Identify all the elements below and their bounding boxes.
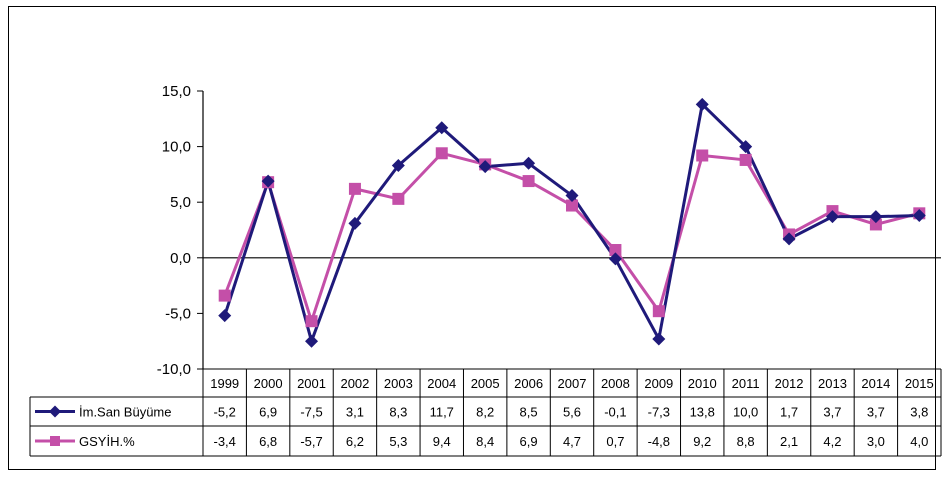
data-point [435, 147, 448, 160]
data-table-cell: 1,7 [780, 405, 798, 420]
data-point [218, 309, 232, 323]
data-point [912, 209, 926, 223]
data-point [522, 156, 536, 170]
data-table-cell: 5,3 [389, 434, 407, 449]
data-point [478, 160, 492, 174]
x-category-label: 2002 [340, 376, 369, 391]
x-category-label: 2015 [905, 376, 934, 391]
data-table-cell: 3,7 [823, 405, 841, 420]
x-category-label: 2009 [644, 376, 673, 391]
data-point [609, 244, 622, 257]
data-point [261, 174, 275, 188]
data-table-cell: 10,0 [733, 405, 758, 420]
data-point [652, 305, 665, 318]
data-table-cell: 11,7 [430, 405, 454, 420]
data-table-cell: 13,8 [690, 405, 715, 420]
data-table-cell: -3,4 [214, 434, 236, 449]
x-category-label: 2006 [514, 376, 543, 391]
y-tick-label: 0,0 [170, 250, 191, 267]
legend-key-marker [49, 405, 61, 418]
data-point [348, 216, 362, 230]
data-point [869, 218, 882, 231]
data-point [825, 210, 839, 224]
data-table-cell: 3,7 [867, 405, 885, 420]
data-table-cell: 9,2 [693, 434, 711, 449]
data-point [305, 315, 318, 328]
x-category-label: 2008 [601, 376, 630, 391]
data-point [218, 289, 231, 302]
series-line [223, 102, 920, 343]
data-point [435, 121, 449, 135]
data-table-cell: 3,8 [910, 405, 928, 420]
y-tick-label: 5,0 [170, 194, 191, 211]
data-table-cell: -5,7 [300, 434, 322, 449]
data-point [739, 153, 752, 166]
data-point [305, 334, 319, 348]
data-point [652, 332, 666, 346]
data-point [782, 232, 796, 246]
data-table-cell: 4,7 [563, 434, 581, 449]
x-category-label: 2013 [818, 376, 847, 391]
data-table-cell: 8,8 [737, 434, 755, 449]
x-category-label: 2004 [427, 376, 456, 391]
legend-key-marker [50, 436, 60, 446]
legend-series-name: İm.San Büyüme [79, 405, 172, 420]
x-category-label: 2003 [384, 376, 413, 391]
data-table-cell: -4,8 [648, 434, 670, 449]
data-point [696, 149, 709, 162]
data-point [565, 189, 579, 203]
x-category-label: 2005 [471, 376, 500, 391]
x-category-label: 2000 [254, 376, 283, 391]
y-tick-label: 10,0 [162, 139, 191, 156]
x-category-label: 2001 [297, 376, 326, 391]
data-point [566, 199, 578, 212]
data-table-cell: 8,4 [476, 434, 494, 449]
data-point [869, 210, 883, 224]
y-tick-label: -5,0 [165, 305, 191, 322]
data-table-cell: 6,9 [259, 405, 277, 420]
data-table-cell: 5,6 [563, 405, 581, 420]
data-point [695, 97, 709, 111]
data-table-cell: 8,2 [476, 405, 494, 420]
data-table-cell: -5,2 [214, 405, 236, 420]
data-point [608, 252, 622, 266]
y-tick-label: -10,0 [157, 361, 191, 378]
data-table-cell: 9,4 [433, 434, 451, 449]
y-tick-label: 15,0 [162, 83, 191, 100]
data-table-cell: -0,1 [604, 405, 626, 420]
data-table-cell: 6,2 [346, 434, 364, 449]
data-table-cell: 4,0 [910, 434, 928, 449]
x-category-label: 2007 [558, 376, 587, 391]
data-point [348, 182, 361, 195]
data-table-cell: 8,5 [520, 405, 538, 420]
data-table-cell: 3,0 [867, 434, 885, 449]
data-table-cell: 2,1 [780, 434, 798, 449]
data-table-cell: 0,7 [606, 434, 624, 449]
x-category-label: 2010 [688, 376, 717, 391]
data-point [391, 159, 405, 173]
data-table-cell: 8,3 [389, 405, 407, 420]
x-category-label: 2012 [775, 376, 804, 391]
data-table-cell: 6,9 [520, 434, 538, 449]
data-point [522, 175, 535, 188]
data-table-cell: 3,1 [346, 405, 364, 420]
data-table-cell: 6,8 [259, 434, 277, 449]
data-table-cell: -7,3 [648, 405, 670, 420]
x-category-label: 1999 [210, 376, 239, 391]
data-table-cell: -7,5 [300, 405, 322, 420]
chart-frame [8, 6, 936, 470]
data-table-cell: 4,2 [823, 434, 841, 449]
legend-series-name: GSYİH.% [79, 434, 135, 449]
data-point [739, 140, 753, 154]
x-category-label: 2014 [861, 376, 890, 391]
data-point [392, 192, 405, 205]
x-category-label: 2011 [732, 376, 760, 391]
